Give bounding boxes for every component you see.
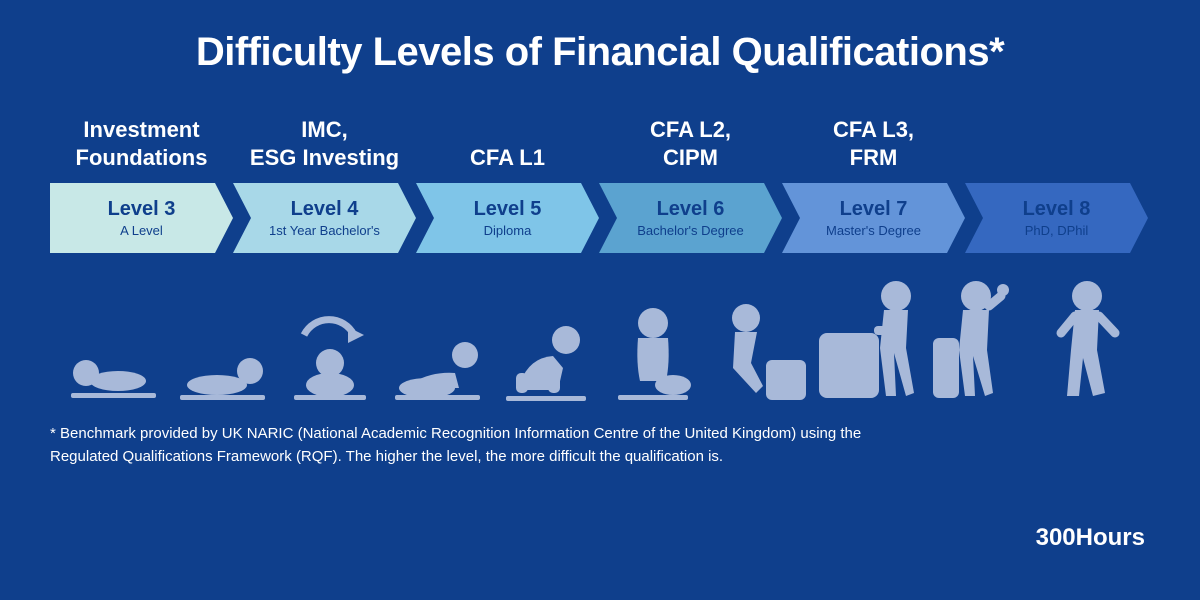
baby-tummy-headup-icon [383,273,491,403]
baby-sitting-icon [599,273,707,403]
level-equivalent: Bachelor's Degree [613,223,769,238]
level-equivalent: Diploma [430,223,586,238]
qualification-label [965,103,1148,173]
qualification-label: CFA L2,CIPM [599,103,782,173]
footnote-text: * Benchmark provided by UK NARIC (Nation… [50,423,930,468]
level-name: Level 5 [430,198,586,221]
qualification-label: CFA L1 [416,103,599,173]
baby-pulling-up-icon [707,273,815,403]
baby-cruising-icon [924,273,1032,403]
infographic-canvas: Difficulty Levels of Financial Qualifica… [0,0,1200,600]
level-chevron: Level 3 A Level [50,183,233,253]
growth-icons-row [50,273,1150,403]
qualification-label: IMC,ESG Investing [233,103,416,173]
level-chevron: Level 8 PhD, DPhil [965,183,1148,253]
baby-rolling-icon [276,273,384,403]
level-name: Level 4 [247,198,403,221]
baby-lying-back-icon [60,273,168,403]
toddler-walking-icon [1032,273,1140,403]
levels-chevron-row: Level 3 A Level Level 4 1st Year Bachelo… [50,183,1150,253]
level-chevron: Level 6 Bachelor's Degree [599,183,782,253]
baby-tummy-icon [168,273,276,403]
qualification-label: InvestmentFoundations [50,103,233,173]
level-name: Level 7 [796,198,952,221]
level-name: Level 8 [979,198,1135,221]
qualification-label: CFA L3,FRM [782,103,965,173]
level-name: Level 3 [64,198,220,221]
baby-standing-box-icon [814,273,924,403]
level-equivalent: 1st Year Bachelor's [247,223,403,238]
level-name: Level 6 [613,198,769,221]
qualifications-row: InvestmentFoundations IMC,ESG Investing … [50,103,1150,173]
page-title: Difficulty Levels of Financial Qualifica… [50,30,1150,75]
brand-logo-text: 300Hours [1036,524,1145,552]
baby-crawling-icon [491,273,599,403]
level-equivalent: PhD, DPhil [979,223,1135,238]
level-equivalent: A Level [64,223,220,238]
level-equivalent: Master's Degree [796,223,952,238]
level-chevron: Level 4 1st Year Bachelor's [233,183,416,253]
level-chevron: Level 7 Master's Degree [782,183,965,253]
level-chevron: Level 5 Diploma [416,183,599,253]
